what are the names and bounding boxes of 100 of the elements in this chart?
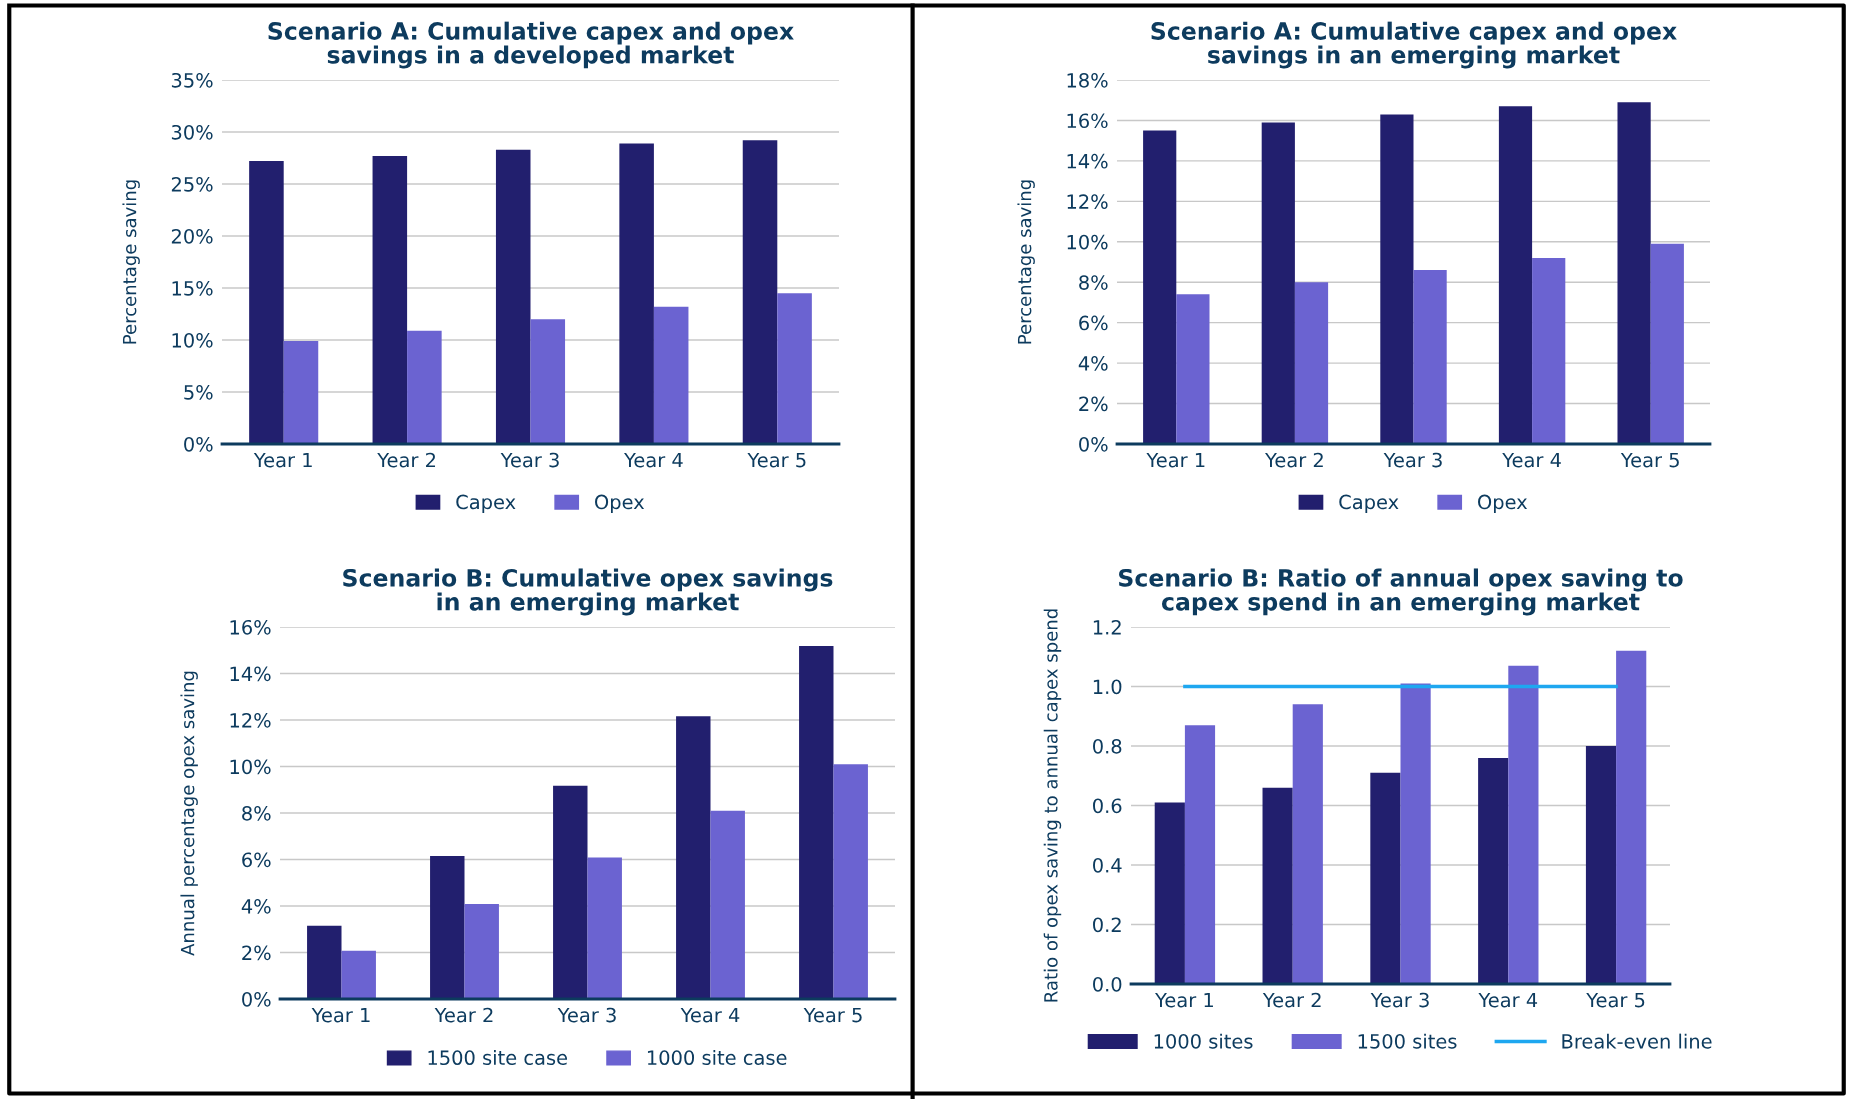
y-axis-title: Percentage saving <box>1017 180 1035 344</box>
y-tick-label: 25% <box>171 176 213 192</box>
bar <box>372 155 408 444</box>
bar <box>833 764 868 999</box>
y-tick-label: 0.8 <box>1093 738 1122 754</box>
y-tick-label: 16% <box>230 619 271 635</box>
bar <box>653 306 689 444</box>
y-tick-label: 0% <box>184 436 213 452</box>
x-tick-label: Year 3 <box>1383 452 1442 468</box>
bar <box>1176 294 1210 444</box>
x-tick-label: Year 1 <box>311 1007 370 1023</box>
bar <box>1380 114 1414 444</box>
x-tick-label: Year 4 <box>624 452 683 468</box>
bar <box>307 925 342 999</box>
bar <box>1143 130 1177 444</box>
chart-title: Scenario B: Ratio of annual opex saving to capex spend in an emerging market <box>1119 568 1683 616</box>
x-tick-label: Year 1 <box>1155 992 1213 1008</box>
y-axis-title: Percentage saving <box>122 180 140 344</box>
bar <box>1261 122 1295 444</box>
x-tick-label: Year 2 <box>434 1007 493 1023</box>
y-tick-label: 0% <box>1079 436 1108 452</box>
bar <box>530 319 566 444</box>
bar <box>553 785 588 999</box>
bar <box>676 716 711 999</box>
y-axis-title: Annual percentage opex saving <box>180 671 198 956</box>
chart-title: Scenario B: Cumulative opex savings in an emerging market <box>343 568 833 616</box>
y-tick-label: 2% <box>242 945 271 961</box>
bar <box>495 149 531 444</box>
x-tick-label: Year 5 <box>1586 992 1645 1008</box>
bar <box>710 810 745 999</box>
bar <box>430 856 465 999</box>
y-tick-label: 18% <box>1067 72 1108 88</box>
x-tick-label: Year 5 <box>747 452 806 468</box>
y-tick-label: 0% <box>242 991 271 1007</box>
bar <box>799 646 834 999</box>
y-tick-label: 12% <box>230 712 271 728</box>
y-tick-label: 0.4 <box>1093 857 1122 873</box>
bar <box>1294 282 1329 444</box>
x-tick-label: Year 3 <box>557 1007 616 1023</box>
legend-label: Opex <box>595 494 645 514</box>
y-tick-label: 10% <box>172 332 213 348</box>
y-tick-label: 6% <box>1079 315 1108 331</box>
y-tick-label: 35% <box>171 72 213 88</box>
bar <box>1400 683 1431 984</box>
x-tick-label: Year 2 <box>1262 992 1321 1008</box>
legend-label: 1500 sites <box>1358 1033 1457 1049</box>
legend-label: 1000 site case <box>647 1049 787 1066</box>
legend-label: Capex <box>456 494 516 514</box>
x-tick-label: Year 4 <box>1478 992 1538 1008</box>
y-tick-label: 10% <box>1067 234 1108 250</box>
bar <box>1413 270 1447 444</box>
y-tick-label: 2% <box>1079 396 1108 412</box>
y-tick-label: 4% <box>1078 356 1108 371</box>
y-tick-label: 12% <box>1067 194 1108 209</box>
y-tick-label: 0.0 <box>1093 976 1122 992</box>
y-tick-label: 8% <box>1079 275 1108 290</box>
bar <box>407 330 442 444</box>
y-tick-label: 30% <box>171 124 213 140</box>
bar <box>1370 772 1401 984</box>
legend-label: Opex <box>1478 494 1528 514</box>
x-tick-label: Year 5 <box>1620 452 1679 468</box>
legend-label: Capex <box>1339 494 1399 514</box>
x-tick-label: Year 5 <box>803 1007 862 1023</box>
y-tick-label: 15% <box>172 280 213 296</box>
bar <box>249 161 284 444</box>
y-tick-label: 1.2 <box>1093 619 1121 635</box>
bar <box>1650 243 1684 444</box>
x-tick-label: Year 4 <box>1502 452 1561 468</box>
y-tick-label: 6% <box>242 852 271 868</box>
bar <box>1498 106 1533 444</box>
bar <box>1616 650 1647 984</box>
x-tick-label: Year 3 <box>1370 992 1429 1008</box>
bar <box>341 950 376 999</box>
bar <box>1532 257 1566 444</box>
y-tick-label: 16% <box>1067 113 1108 129</box>
bar <box>1292 704 1323 984</box>
x-tick-label: Year 1 <box>253 452 312 468</box>
y-tick-label: 8% <box>242 805 271 821</box>
bar <box>1617 102 1651 444</box>
bar <box>1478 757 1509 984</box>
bar <box>283 341 319 444</box>
chart-title: Scenario A: Cumulative capex and opex savings in a developed market <box>268 21 794 69</box>
y-tick-label: 20% <box>171 228 213 244</box>
bar <box>1262 787 1293 984</box>
bar <box>619 143 654 444</box>
x-tick-label: Year 1 <box>1146 452 1205 468</box>
legend-label: 1000 sites <box>1154 1033 1253 1049</box>
y-tick-label: 14% <box>230 666 271 682</box>
chart-title: Scenario A: Cumulative capex and opex savings in an emerging market <box>1151 21 1677 69</box>
y-tick-label: 1.0 <box>1093 679 1122 695</box>
bar <box>587 857 622 999</box>
bar <box>742 140 778 444</box>
bar <box>1184 725 1216 984</box>
bar <box>464 903 499 999</box>
x-tick-label: Year 4 <box>680 1007 740 1023</box>
x-tick-label: Year 2 <box>377 452 436 468</box>
y-tick-label: 0.6 <box>1093 798 1122 814</box>
x-tick-label: Year 2 <box>1265 452 1323 468</box>
bar <box>1508 665 1539 984</box>
bar <box>1585 746 1617 984</box>
